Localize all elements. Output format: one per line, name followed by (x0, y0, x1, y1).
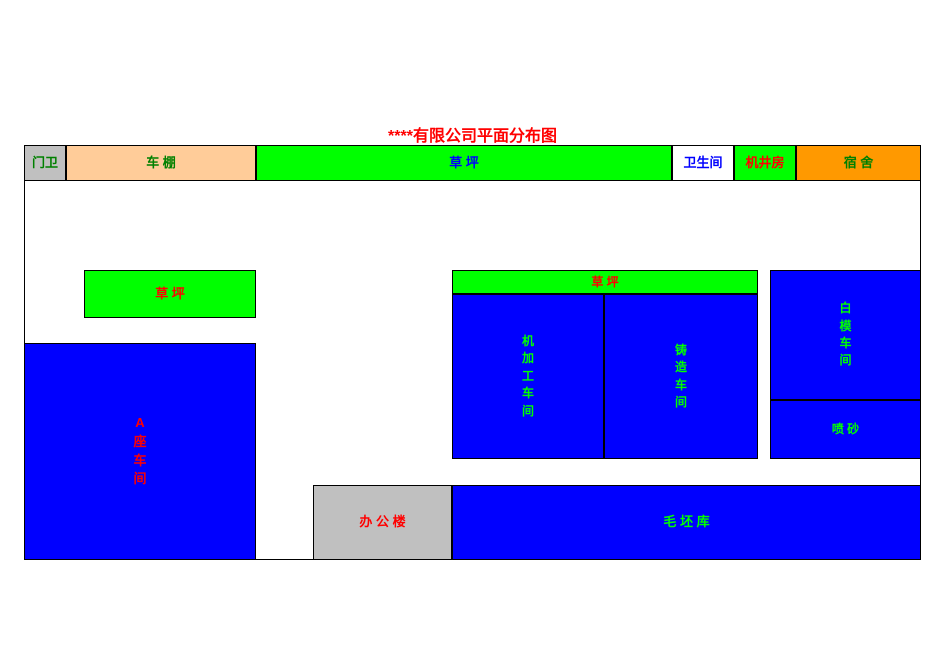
block-label-dorm: 宿 舍 (844, 154, 874, 172)
block-label-lawn_top: 草 坪 (449, 154, 479, 172)
block-sandblast: 喷 砂 (770, 400, 921, 459)
diagram-title: ****有限公司平面分布图 (0, 122, 945, 146)
block-a_block: A座车间 (24, 343, 256, 560)
block-gate: 门卫 (24, 145, 66, 181)
block-lawn_mid: 草 坪 (452, 270, 758, 294)
block-label-sandblast: 喷 砂 (832, 421, 859, 438)
block-lawn_left: 草 坪 (84, 270, 256, 318)
block-label-toilet: 卫生间 (683, 154, 722, 172)
block-toilet: 卫生间 (672, 145, 734, 181)
block-label-blank_store: 毛 坯 库 (663, 513, 709, 531)
block-label-machining: 机加工车间 (522, 333, 534, 420)
block-label-gate: 门卫 (32, 154, 58, 172)
block-dorm: 宿 舍 (796, 145, 921, 181)
block-label-lawn_mid: 草 坪 (591, 274, 618, 291)
block-label-shed: 车 棚 (146, 154, 176, 172)
block-label-whitemold: 白模车间 (839, 300, 851, 370)
block-pump: 机井房 (734, 145, 796, 181)
block-whitemold: 白模车间 (770, 270, 921, 400)
block-label-a_block: A座车间 (133, 414, 146, 489)
block-label-office: 办 公 楼 (359, 513, 405, 531)
block-office: 办 公 楼 (313, 485, 452, 560)
block-lawn_top: 草 坪 (256, 145, 672, 181)
block-machining: 机加工车间 (452, 294, 604, 459)
block-shed: 车 棚 (66, 145, 256, 181)
block-label-lawn_left: 草 坪 (155, 285, 185, 303)
block-blank_store: 毛 坯 库 (452, 485, 921, 560)
block-label-pump: 机井房 (745, 154, 784, 172)
block-casting: 铸造车间 (604, 294, 758, 459)
block-label-casting: 铸造车间 (675, 342, 687, 412)
